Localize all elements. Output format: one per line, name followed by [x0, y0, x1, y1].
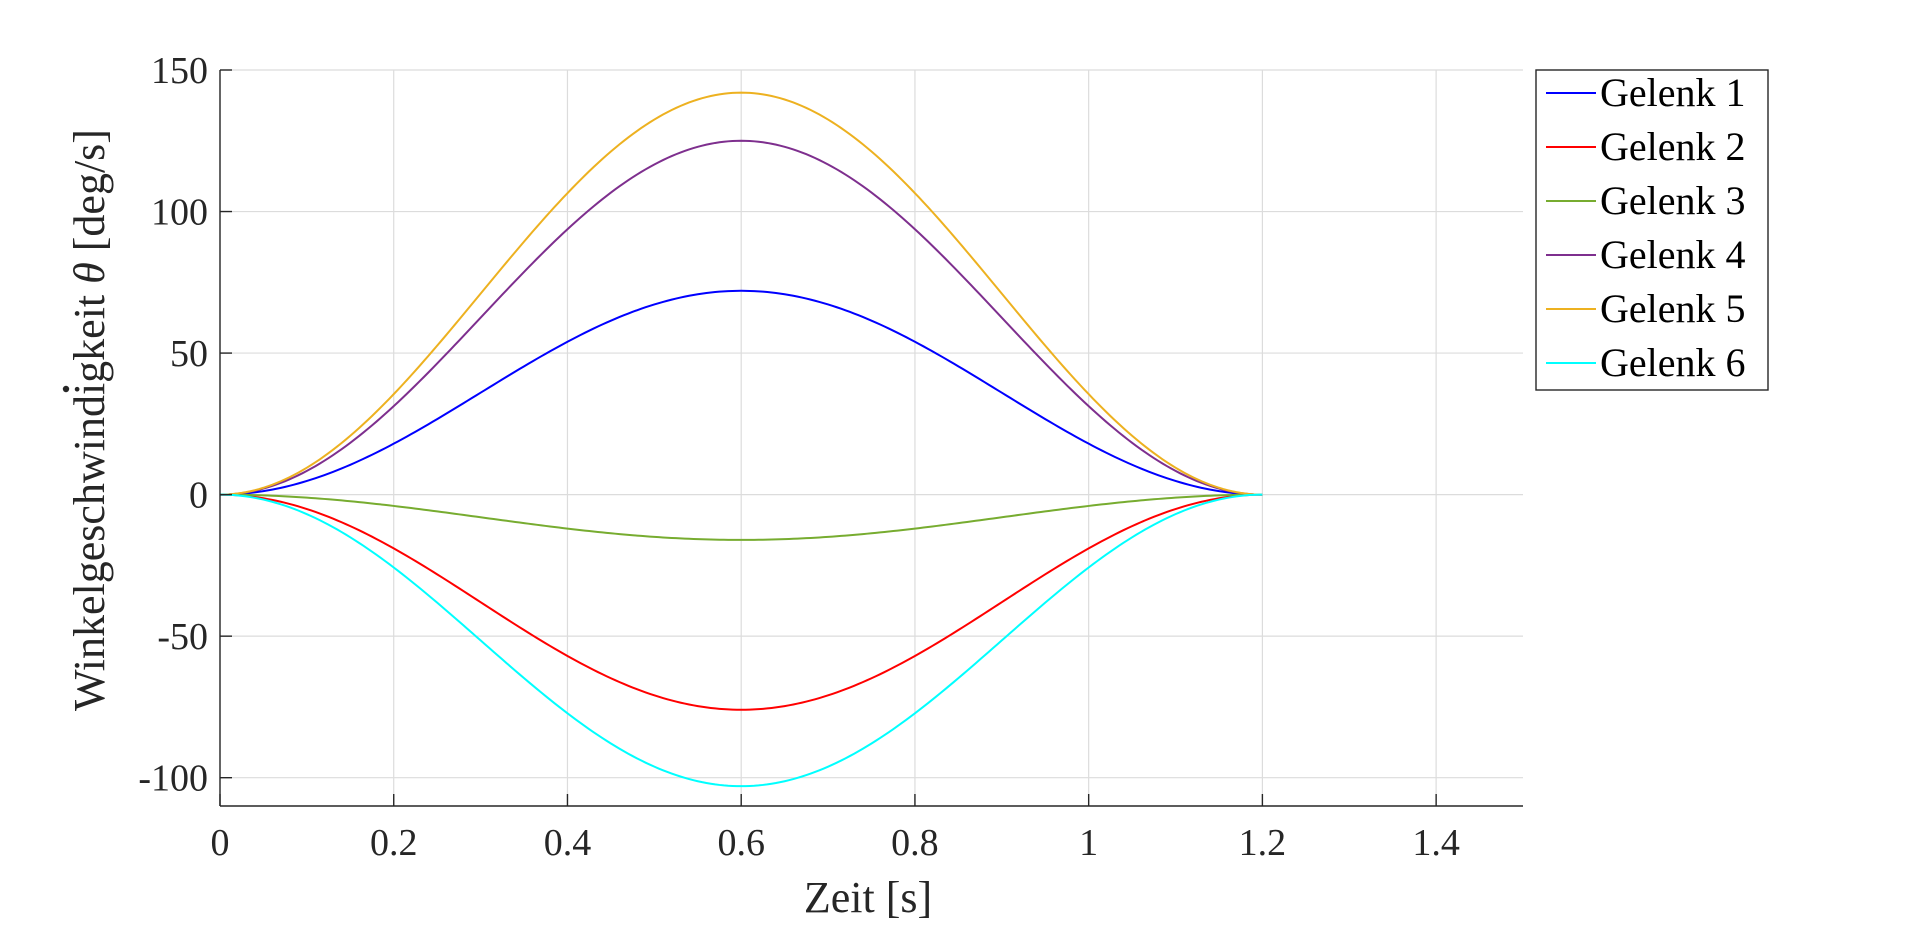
x-tick-label: 0.4: [544, 822, 592, 864]
legend-box: [1535, 69, 1769, 391]
series-line-1: [219, 289, 1263, 496]
y-tick-label: -100: [138, 758, 208, 800]
x-tick-label: 1.2: [1239, 822, 1287, 864]
y-axis-title: Winkelgeschwindigkeit θ [deg/s]: [65, 129, 114, 711]
x-tick-label: 0.6: [717, 822, 765, 864]
y-axis-title-prefix: Winkelgeschwindigkeit: [65, 284, 114, 711]
series-line-5: [219, 91, 1263, 496]
y-axis-title-unit: [deg/s]: [65, 129, 114, 262]
series-line-4: [219, 139, 1263, 496]
x-tick-label: 1.4: [1412, 822, 1460, 864]
legend-label-5: Gelenk 5: [1600, 286, 1746, 331]
y-tick-label: 150: [151, 50, 208, 92]
grid: [219, 69, 1523, 806]
series-line-6: [219, 493, 1263, 788]
series-line-3: [220, 493, 1263, 541]
theta-dot-accent: [62, 385, 70, 393]
legend-label-2: Gelenk 2: [1600, 124, 1746, 169]
y-tick-label: 100: [151, 192, 208, 234]
legend-label-3: Gelenk 3: [1600, 178, 1746, 223]
tick-labels: 0 0.2 0.4 0.6 0.8 1 1.2 1.4 -100 -50 0 50 100 150: [138, 50, 1460, 864]
y-axis-title-symbol: θ: [65, 262, 114, 284]
y-tick-label: -50: [157, 616, 208, 658]
legend-label-4: Gelenk 4: [1600, 232, 1746, 277]
y-tick-label: 50: [170, 333, 208, 375]
legend: Gelenk 1 Gelenk 2 Gelenk 3 Gelenk 4 Gelenk 5…: [1535, 69, 1769, 391]
x-tick-label: 0.2: [370, 822, 418, 864]
x-tick-label: 0: [211, 822, 230, 864]
legend-label-6: Gelenk 6: [1600, 340, 1746, 385]
x-tick-label: 1: [1079, 822, 1098, 864]
x-tick-label: 0.8: [891, 822, 939, 864]
y-tick-label: 0: [189, 475, 208, 517]
series-lines: [219, 91, 1263, 788]
series-line-2: [219, 493, 1263, 711]
legend-label-1: Gelenk 1: [1600, 70, 1746, 115]
x-axis-title: Zeit [s]: [804, 873, 932, 922]
axes: [219, 69, 1523, 807]
